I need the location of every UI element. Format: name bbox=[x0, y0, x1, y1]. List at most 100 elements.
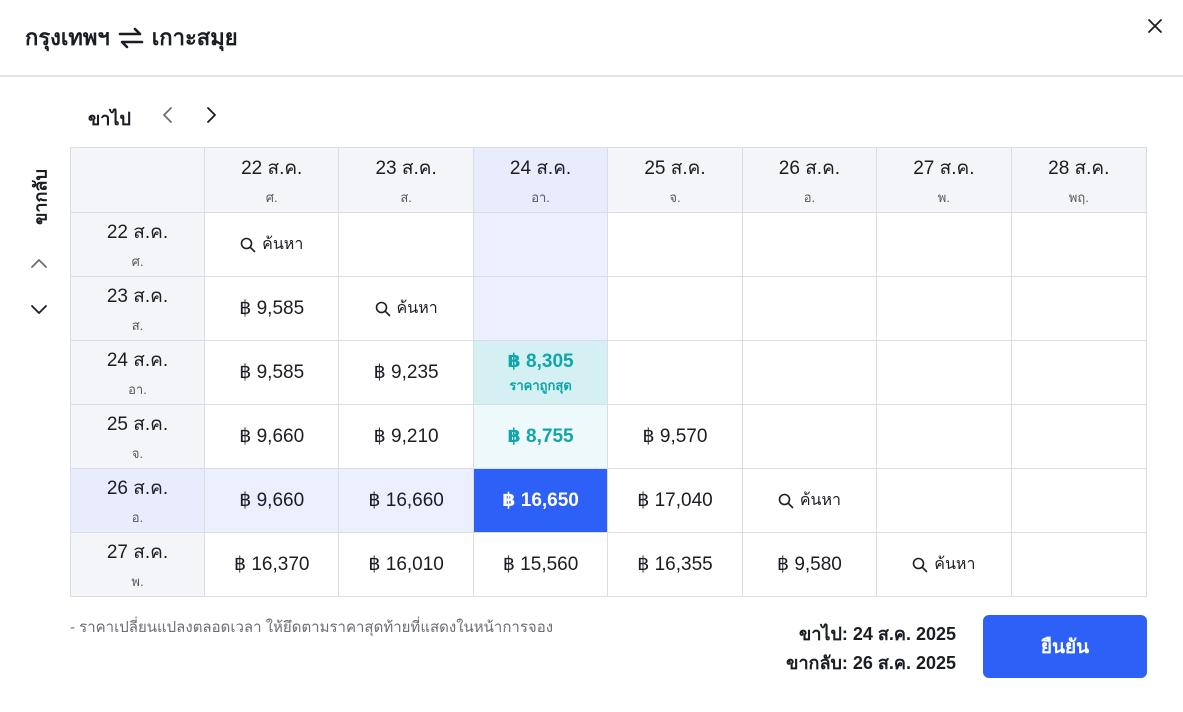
price-cell[interactable]: ฿ 9,235 bbox=[339, 341, 474, 405]
price-cell bbox=[877, 469, 1012, 533]
price-cell[interactable]: ฿ 16,355 bbox=[608, 533, 743, 597]
price-cell[interactable]: ฿ 9,660 bbox=[205, 405, 340, 469]
price-cell[interactable]: ฿ 9,570 bbox=[608, 405, 743, 469]
price-cell[interactable]: ฿ 17,040 bbox=[608, 469, 743, 533]
dialog-header: กรุงเทพฯ เกาะสมุย bbox=[0, 0, 1183, 77]
search-label: ค้นหา bbox=[262, 236, 304, 253]
price-cell bbox=[742, 405, 878, 469]
price-cell[interactable]: ฿ 16,650 bbox=[473, 469, 609, 533]
return-prev-button[interactable] bbox=[25, 249, 53, 277]
origin-city: กรุงเทพฯ bbox=[25, 25, 110, 50]
outbound-prev-button[interactable] bbox=[153, 101, 181, 129]
fare-price: ฿ 9,235 bbox=[373, 362, 439, 383]
fare-price: ฿ 16,010 bbox=[368, 554, 444, 575]
header-date: 22 ส.ค. bbox=[241, 157, 303, 179]
fare-price: ฿ 17,040 bbox=[637, 490, 713, 511]
price-cell bbox=[742, 213, 878, 277]
price-cell[interactable]: ฿ 16,370 bbox=[205, 533, 340, 597]
fare-price: ฿ 9,660 bbox=[239, 426, 305, 447]
fare-price: ฿ 8,755 bbox=[507, 426, 574, 447]
fare-price: ฿ 9,570 bbox=[642, 426, 708, 447]
price-cell[interactable]: ฿ 8,755 bbox=[473, 405, 609, 469]
search-prompt: ค้นหา bbox=[375, 296, 438, 321]
price-cell bbox=[1011, 405, 1146, 469]
header-weekday: จ. bbox=[669, 189, 681, 205]
price-cell[interactable]: ฿ 16,010 bbox=[339, 533, 474, 597]
return-date-header: 27 ส.ค. พ. bbox=[71, 533, 205, 597]
outbound-date-header: 28 ส.ค. พฤ. bbox=[1011, 148, 1146, 213]
price-cell bbox=[1011, 341, 1146, 405]
header-date: 23 ส.ค. bbox=[106, 286, 169, 307]
price-cell[interactable]: ค้นหา bbox=[742, 469, 878, 533]
header-weekday: จ. bbox=[131, 446, 144, 461]
search-icon bbox=[240, 237, 256, 252]
outbound-next-button[interactable] bbox=[198, 101, 226, 129]
header-date: 27 ส.ค. bbox=[106, 542, 169, 563]
price-cell bbox=[608, 341, 743, 405]
chevron-up-icon bbox=[31, 259, 47, 268]
search-label: ค้นหา bbox=[799, 492, 841, 509]
return-next-button[interactable] bbox=[25, 296, 53, 324]
destination-city: เกาะสมุย bbox=[151, 25, 238, 50]
price-cell[interactable]: ฿ 15,560 bbox=[473, 533, 609, 597]
fare-price: ฿ 9,580 bbox=[776, 554, 842, 575]
price-cell bbox=[608, 213, 743, 277]
header-date: 27 ส.ค. bbox=[913, 157, 975, 179]
price-cell bbox=[877, 277, 1012, 341]
outbound-label: ขาไป bbox=[88, 109, 131, 129]
price-cell[interactable]: ค้นหา bbox=[205, 213, 340, 277]
price-cell[interactable]: ค้นหา bbox=[339, 277, 474, 341]
trip-summary: ขาไป: 24 ส.ค. 2025 ขากลับ: 26 ส.ค. 2025 bbox=[786, 620, 956, 678]
return-label: ขากลับ bbox=[30, 169, 51, 225]
return-date-header: 22 ส.ค. ศ. bbox=[71, 213, 205, 277]
price-calendar-grid: 22 ส.ค. ศ. 23 ส.ค. ส. 24 ส.ค. อา. 25 ส.ค. จ. 26 … bbox=[70, 147, 1147, 597]
search-icon bbox=[375, 301, 390, 316]
price-cell bbox=[1011, 277, 1146, 341]
header-date: 26 ส.ค. bbox=[106, 478, 169, 499]
outbound-summary: ขาไป: 24 ส.ค. 2025 bbox=[799, 624, 956, 644]
fare-price: ฿ 16,650 bbox=[502, 490, 579, 511]
price-cell[interactable]: ฿ 9,660 bbox=[205, 469, 340, 533]
fare-price: ฿ 9,660 bbox=[239, 490, 305, 511]
cheapest-badge: ราคาถูกสุด bbox=[509, 377, 572, 393]
price-cell bbox=[339, 213, 474, 277]
header-weekday: ศ. bbox=[265, 189, 278, 205]
grid-corner bbox=[71, 148, 205, 213]
return-date-header: 23 ส.ค. ส. bbox=[71, 277, 205, 341]
header-weekday: อา. bbox=[128, 382, 147, 397]
price-disclaimer: - ราคาเปลี่ยนแปลงตลอดเวลา ให้ยึดตามราคาส… bbox=[70, 619, 554, 636]
chevron-down-icon bbox=[31, 305, 47, 314]
search-prompt: ค้นหา bbox=[240, 232, 303, 257]
header-date: 22 ส.ค. bbox=[106, 222, 169, 243]
confirm-button[interactable]: ยืนยัน bbox=[983, 615, 1147, 678]
fare-price: ฿ 9,210 bbox=[373, 426, 439, 447]
search-prompt: ค้นหา bbox=[912, 552, 975, 577]
price-cell[interactable]: ค้นหา bbox=[877, 533, 1012, 597]
header-date: 26 ส.ค. bbox=[778, 157, 841, 179]
header-date: 25 ส.ค. bbox=[644, 157, 706, 179]
fare-price: ฿ 8,305 bbox=[507, 350, 574, 372]
search-icon bbox=[778, 493, 794, 508]
close-button[interactable] bbox=[1141, 12, 1169, 40]
price-cell bbox=[1011, 469, 1146, 533]
outbound-date-header: 23 ส.ค. ส. bbox=[339, 148, 474, 213]
header-date: 24 ส.ค. bbox=[509, 157, 572, 179]
price-cell[interactable]: ฿ 9,585 bbox=[205, 277, 340, 341]
outbound-date-header: 27 ส.ค. พ. bbox=[877, 148, 1012, 213]
search-label: ค้นหา bbox=[396, 300, 438, 317]
header-date: 28 ส.ค. bbox=[1048, 157, 1110, 179]
price-cell[interactable]: ฿ 9,580 bbox=[742, 533, 878, 597]
outbound-date-header: 24 ส.ค. อา. bbox=[473, 148, 609, 213]
price-cell bbox=[473, 277, 609, 341]
price-cell[interactable]: ฿ 8,305 ราคาถูกสุด bbox=[473, 341, 609, 405]
return-date-header: 24 ส.ค. อา. bbox=[71, 341, 205, 405]
fare-price: ฿ 15,560 bbox=[502, 554, 579, 575]
fare-price: ฿ 9,585 bbox=[239, 362, 305, 383]
price-cell[interactable]: ฿ 16,660 bbox=[339, 469, 474, 533]
return-summary: ขากลับ: 26 ส.ค. 2025 bbox=[786, 653, 956, 673]
fare-price: ฿ 9,585 bbox=[239, 298, 305, 319]
price-cell[interactable]: ฿ 9,585 bbox=[205, 341, 340, 405]
outbound-date-header: 22 ส.ค. ศ. bbox=[205, 148, 340, 213]
search-label: ค้นหา bbox=[934, 556, 976, 573]
price-cell[interactable]: ฿ 9,210 bbox=[339, 405, 474, 469]
